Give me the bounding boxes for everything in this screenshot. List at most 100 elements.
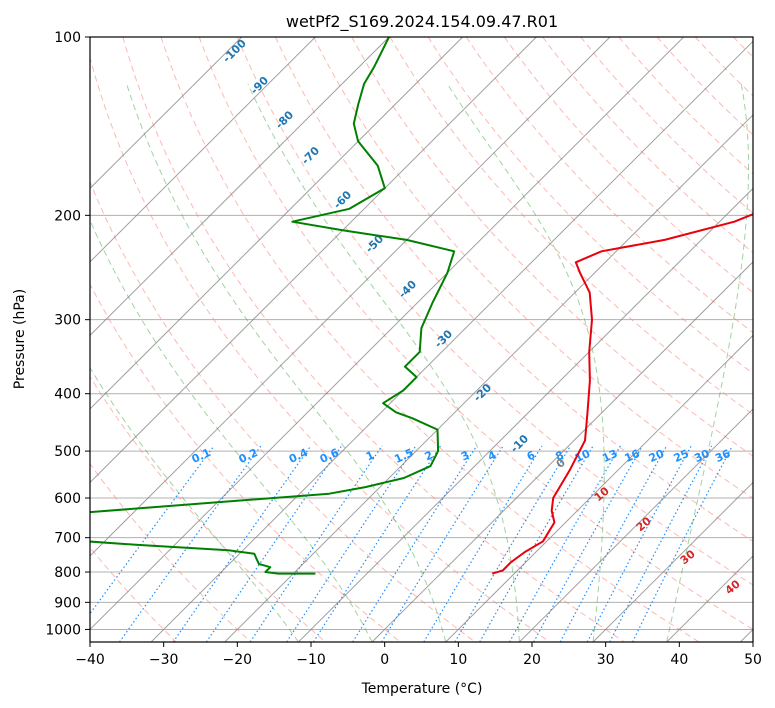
mixing-ratio-label: 36: [713, 447, 733, 465]
moist-adiabat-line: [446, 83, 605, 642]
mixing-ratio-line: [119, 445, 262, 642]
moist-adiabat-line: [666, 83, 749, 642]
x-tick-label: 0: [380, 652, 389, 668]
moist-adiabat-label: 30: [678, 547, 698, 567]
mixing-ratio-label: 25: [672, 447, 691, 465]
dry-adiabat-line: [236, 37, 753, 586]
plot-border: [89, 36, 754, 643]
dry-adiabat-line: [542, 37, 753, 254]
dry-adiabat-line: [503, 37, 753, 294]
y-axis-label: Pressure (hPa): [12, 289, 28, 389]
axes-frame: [89, 36, 754, 643]
y-tick-label: 400: [54, 387, 81, 403]
moist-adiabat-line: [126, 83, 447, 642]
mixing-ratio-line: [90, 445, 215, 615]
mixing-ratio-line: [533, 445, 643, 642]
moist-adiabat-label: 10: [592, 484, 612, 504]
dry-adiabat-line: [465, 37, 753, 334]
isotherm-line: [371, 261, 753, 642]
dry-adiabat-line: [160, 37, 700, 642]
y-tick-label: 900: [54, 595, 81, 611]
plot-area: 0.10.20.40.611.52346810131620253036-100-…: [90, 37, 775, 642]
mixing-ratio-label: 20: [647, 447, 667, 465]
isotherm-line: [90, 37, 243, 190]
mixing-ratio-label: 30: [692, 447, 712, 465]
isotherm-line: [224, 114, 753, 642]
mixing-ratio-line: [286, 445, 417, 642]
x-tick-label: 10: [449, 652, 467, 668]
isotherm-line: [90, 37, 316, 263]
isotherm-line: [90, 37, 537, 484]
dry-adiabat-line: [313, 37, 753, 499]
x-tick-label: 20: [523, 652, 541, 668]
mixing-ratio-line: [508, 445, 621, 642]
mixing-ratio-line: [423, 445, 543, 642]
mixing-ratio-line: [454, 445, 571, 642]
y-tick-label: 100: [54, 30, 81, 46]
moist-adiabat-label: 40: [723, 577, 743, 597]
isotherm-line: [90, 37, 685, 631]
mixing-ratio-label: 0.1: [190, 446, 213, 466]
mixing-ratio-line: [172, 445, 312, 642]
isotherm-line: [666, 555, 753, 642]
mixing-ratio-line: [632, 445, 733, 642]
mixing-ratio-label: 10: [573, 447, 593, 465]
sounding-profile-line: [90, 37, 456, 575]
y-tick-label: 500: [54, 444, 81, 460]
y-tick-label: 300: [54, 313, 81, 329]
dry-adiabat-line: [772, 37, 775, 642]
mixing-ratio-line: [205, 445, 343, 642]
x-tick-label: 40: [670, 652, 688, 668]
mixing-ratio-line: [609, 445, 713, 642]
moist-adiabat-line: [90, 366, 299, 642]
y-tick-label: 700: [54, 531, 81, 547]
y-tick-label: 800: [54, 565, 81, 581]
isotherm-label: -30: [432, 327, 455, 350]
x-tick-label: −10: [296, 652, 326, 668]
dry-adiabat-line: [90, 462, 252, 642]
isotherm-line: [150, 40, 753, 642]
pressure-gridlines: [90, 36, 753, 630]
dry-adiabat-line: [694, 37, 753, 97]
mixing-ratio-line: [249, 445, 383, 642]
x-tick-label: 50: [744, 652, 762, 668]
isotherm-line: [90, 37, 611, 557]
dry-adiabat-line: [90, 55, 550, 642]
isotherm-line: [90, 37, 390, 337]
x-axis-label: Temperature (°C): [361, 681, 483, 697]
x-tick-label: −30: [149, 652, 179, 668]
x-tick-label: −40: [75, 652, 105, 668]
isotherm-label: -90: [248, 74, 271, 97]
dry-adiabat-line: [90, 375, 326, 642]
mixing-ratio-line: [381, 445, 504, 642]
mixing-ratio-line: [352, 445, 478, 642]
dry-adiabat-line: [351, 37, 753, 457]
moist-adiabat-label: 0: [554, 456, 568, 471]
dry-adiabat-line: [90, 283, 401, 642]
isotherm-line: [445, 334, 753, 642]
dry-adiabat-line: [427, 37, 753, 374]
isotherm-label: -80: [273, 108, 296, 131]
y-tick-label: 200: [54, 208, 81, 224]
isotherm-line: [592, 481, 753, 642]
mixing-ratio-line: [586, 445, 692, 642]
moist-adiabat-line: [90, 218, 373, 642]
mixing-ratio-label: 0.4: [287, 446, 310, 466]
dry-adiabat-line: [90, 180, 476, 642]
dry-adiabat-line: [618, 37, 753, 175]
mixing-ratio-line: [312, 445, 442, 642]
x-tick-label: −20: [223, 652, 253, 668]
y-tick-label: 600: [54, 491, 81, 507]
dry-adiabat-line: [122, 37, 625, 642]
isotherm-line: [90, 37, 464, 410]
moist-adiabat-line: [247, 83, 520, 642]
mixing-ratio-label: 13: [600, 447, 619, 465]
axis-ticks: −40 −30 −20 −10 0 10 20 30 40 5010020030040050060…: [45, 30, 762, 668]
sounding-profile-line: [491, 213, 753, 575]
dry-adiabat-line: [580, 37, 753, 214]
isotherm-label: -40: [396, 278, 419, 301]
isotherm-line: [740, 628, 753, 642]
dry-adiabat-line: [198, 37, 753, 630]
